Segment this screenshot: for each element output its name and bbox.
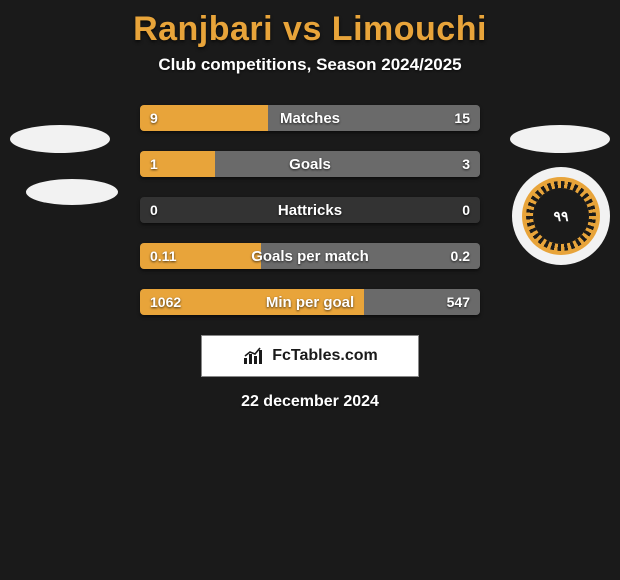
stat-row: 13Goals bbox=[140, 151, 480, 177]
team-badge-left bbox=[10, 105, 110, 189]
content-row: ۹۹ 915Matches 13Goals 00Hattricks 0.110.2Go… bbox=[0, 105, 620, 315]
page-title: Ranjbari vs Limouchi bbox=[0, 10, 620, 49]
comparison-card: Ranjbari vs Limouchi Club competitions, … bbox=[0, 10, 620, 580]
badge-shape bbox=[10, 125, 110, 153]
stat-label: Matches bbox=[140, 105, 480, 131]
comparison-bars: 915Matches 13Goals 00Hattricks 0.110.2Goals… bbox=[140, 105, 480, 315]
branding-badge: FcTables.com bbox=[201, 335, 419, 377]
branding-text: FcTables.com bbox=[272, 347, 378, 365]
stat-row: 00Hattricks bbox=[140, 197, 480, 223]
badge-glyph: ۹۹ bbox=[553, 208, 568, 225]
badge-shape bbox=[26, 179, 118, 205]
stat-row: 915Matches bbox=[140, 105, 480, 131]
team-badge-right: ۹۹ bbox=[510, 105, 610, 189]
stat-label: Goals bbox=[140, 151, 480, 177]
stat-label: Min per goal bbox=[140, 289, 480, 315]
badge-ring-inner: ۹۹ bbox=[533, 188, 589, 244]
badge-shape bbox=[510, 125, 610, 153]
stat-label: Hattricks bbox=[140, 197, 480, 223]
stat-row: 1062547Min per goal bbox=[140, 289, 480, 315]
stat-row: 0.110.2Goals per match bbox=[140, 243, 480, 269]
date-label: 22 december 2024 bbox=[0, 393, 620, 411]
chart-icon bbox=[242, 346, 266, 366]
stat-label: Goals per match bbox=[140, 243, 480, 269]
page-subtitle: Club competitions, Season 2024/2025 bbox=[0, 55, 620, 75]
